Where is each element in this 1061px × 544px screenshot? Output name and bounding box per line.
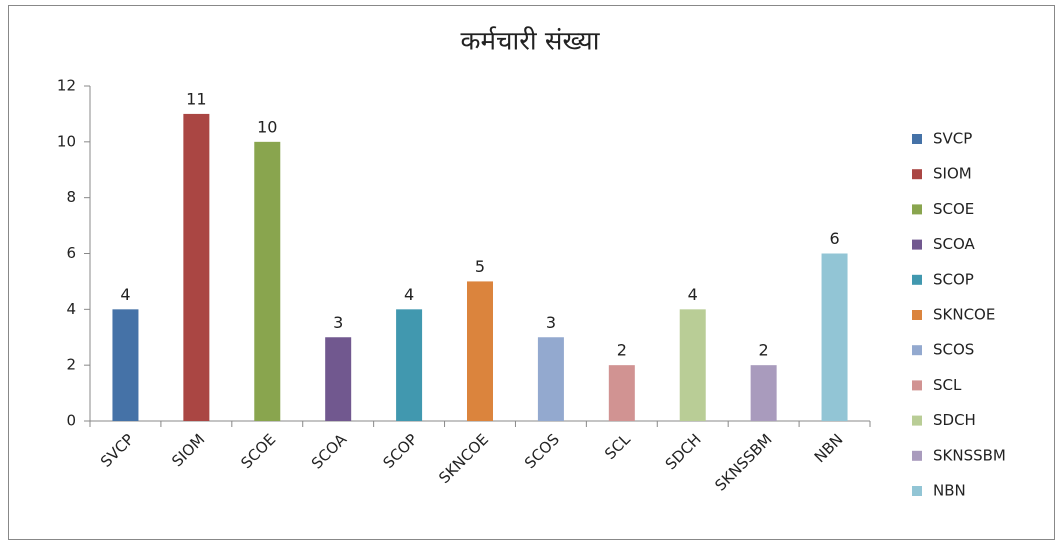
legend-swatch (912, 274, 922, 285)
legend-label: SVCP (933, 130, 972, 148)
data-label: 4 (404, 285, 414, 304)
y-tick-label: 8 (66, 188, 76, 206)
legend-swatch (912, 415, 922, 426)
legend-label: SCOS (933, 341, 974, 359)
legend-swatch (912, 310, 922, 320)
legend-swatch (912, 486, 922, 496)
bar (679, 309, 706, 421)
bar (537, 337, 564, 421)
legend-swatch (912, 380, 922, 391)
chart-title: कर्मचारी संख्या (461, 26, 601, 57)
legend-swatch (912, 450, 922, 461)
y-tick-label: 10 (57, 132, 76, 150)
data-label: 4 (120, 285, 130, 304)
legend-swatch (912, 134, 922, 144)
y-tick-label: 4 (66, 300, 76, 318)
bar (396, 309, 423, 421)
data-label: 2 (759, 341, 769, 360)
bar (608, 365, 635, 421)
legend-label: SCOA (933, 235, 976, 253)
y-tick-label: 6 (66, 244, 76, 262)
legend-label: SKNSSBM (933, 446, 1006, 464)
data-label: 5 (475, 257, 485, 276)
legend-label: SDCH (933, 411, 976, 429)
legend-label: SKNCOE (933, 306, 995, 324)
bar (112, 309, 139, 421)
y-tick-label: 12 (57, 77, 76, 95)
legend-swatch (912, 239, 922, 250)
bar (183, 113, 210, 422)
legend-swatch (912, 204, 922, 215)
legend-label: SIOM (933, 165, 972, 183)
legend-label: SCOP (933, 270, 974, 288)
y-tick-label: 0 (66, 412, 76, 430)
data-label: 4 (688, 285, 698, 304)
legend-label: SCOE (933, 200, 974, 218)
bar (325, 337, 352, 421)
data-label: 3 (333, 313, 343, 332)
data-label: 3 (546, 313, 556, 332)
legend-swatch (912, 345, 922, 356)
bar (254, 141, 281, 422)
legend-label: NBN (933, 482, 966, 500)
chart-border (8, 5, 1055, 540)
data-label: 6 (829, 229, 839, 248)
legend-swatch (912, 169, 922, 180)
data-label: 2 (617, 341, 627, 360)
legend-label: SCL (933, 376, 962, 394)
bar (750, 365, 777, 421)
data-label: 10 (257, 117, 277, 136)
bar (821, 253, 848, 421)
data-label: 11 (186, 89, 206, 108)
y-tick-label: 2 (66, 356, 76, 374)
bar (467, 281, 493, 421)
